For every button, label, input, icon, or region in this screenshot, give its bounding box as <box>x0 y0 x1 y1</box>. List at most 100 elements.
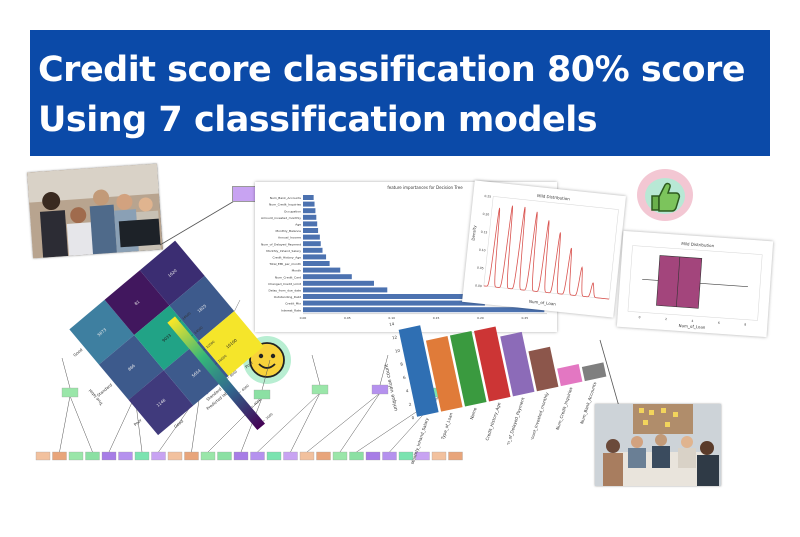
bar-ytick: 0 <box>411 415 415 421</box>
fi-label: Total_EMI_per_month <box>268 262 301 266</box>
fi-label: Occupation <box>284 209 301 213</box>
cm-cell-value: 5673 <box>96 327 107 338</box>
bar-category-label: Monthly_Inhand_Salary <box>410 417 430 465</box>
colorbar-tick-mark <box>251 405 253 408</box>
bar-rect <box>500 331 535 397</box>
kde-title: Mild Distribution <box>537 193 571 201</box>
cm-cell-value: 1825 <box>196 303 207 314</box>
kde-ytick: 0.10 <box>479 248 486 253</box>
fi-label: Age <box>295 223 301 227</box>
kde-ylabel: Density <box>471 225 478 241</box>
fi-tick: 0.05 <box>344 316 351 320</box>
tree-edge <box>108 395 136 453</box>
bar-ytick: 4 <box>405 388 409 394</box>
fi-label: Num_Credit_Inquiries <box>269 203 301 207</box>
fi-bar <box>303 307 545 313</box>
cm-cell-value: 5654 <box>191 368 202 379</box>
colorbar-tick-mark <box>179 320 182 322</box>
cm-col-label: Good <box>173 418 185 429</box>
tree-leaf <box>283 451 298 461</box>
fi-label: Num_Credit_Card <box>275 275 301 279</box>
cm-row-label: Poor <box>133 417 143 427</box>
cm-cell <box>98 335 164 400</box>
cm-cell-value: 866 <box>127 363 136 372</box>
tree-node <box>311 384 329 395</box>
team-photo <box>27 163 163 259</box>
tree-edge <box>257 392 321 453</box>
fi-bar <box>303 254 327 260</box>
feature-importance-svg: feature importances for Decision Tree Nu… <box>261 185 547 320</box>
colorbar-tick: 16000 <box>181 311 191 321</box>
box-xtick: 2 <box>665 317 667 321</box>
tree-node <box>253 389 271 400</box>
title-banner: Credit score classification 80% score Us… <box>30 30 770 156</box>
tree-node <box>371 384 389 395</box>
fi-bar <box>303 261 330 266</box>
tree-leaf <box>101 451 117 461</box>
box-xtick: 6 <box>718 321 720 325</box>
fi-bar <box>303 294 465 299</box>
tree-edge <box>311 354 321 386</box>
tree-leaf <box>151 451 166 461</box>
cm-cell-value: 9033 <box>161 332 172 343</box>
bar-ytick: 10 <box>394 348 400 354</box>
tree-leaf <box>68 451 84 461</box>
meeting-photo-illustration <box>595 404 721 486</box>
colorbar-tick-mark <box>203 348 206 351</box>
tree-leaf <box>299 451 315 461</box>
cm-cell <box>163 340 229 406</box>
cm-cell <box>139 240 205 306</box>
fi-tick: 0.10 <box>388 316 395 320</box>
fi-tick: 0.20 <box>477 316 484 320</box>
colorbar-tick: 6000 <box>241 384 250 392</box>
fi-bar <box>303 228 319 233</box>
meeting-photo <box>595 404 721 486</box>
bar-category-label: Num_Credit_Inquiries <box>555 387 574 431</box>
bar-rect <box>425 336 463 412</box>
bar-rect <box>449 330 487 407</box>
bar-category-label: Type_of_Loan <box>440 412 454 441</box>
tree-leaf <box>332 451 348 461</box>
box-median <box>676 256 681 307</box>
box-frame <box>627 245 763 321</box>
cm-cell <box>104 270 170 336</box>
bar-rect <box>581 362 607 382</box>
fi-bar <box>303 195 314 200</box>
tree-leaf <box>431 451 447 461</box>
cm-cell-value: 1146 <box>155 397 166 408</box>
tree-edge <box>207 397 263 453</box>
colorbar-tick: 2000 <box>265 412 274 420</box>
tree-edge <box>306 392 381 453</box>
kde-chart: Mild Distribution Num_of_Loan Density 0.… <box>462 180 626 318</box>
cm-col-label: Poor <box>244 360 254 370</box>
bar-ytick: 6 <box>403 375 407 381</box>
banner-title-line-2: Using 7 classification models <box>38 100 598 140</box>
fi-bar <box>303 300 485 306</box>
fi-bar <box>303 241 321 247</box>
tree-edge <box>191 392 201 453</box>
tree-leaf <box>35 451 51 461</box>
tree-leaf <box>52 451 67 461</box>
tree-leaf <box>266 451 282 461</box>
tree-leaf <box>217 451 232 461</box>
fi-label: Delay_from_due_date <box>268 289 301 293</box>
team-photo-illustration <box>27 163 163 259</box>
colorbar-tick-mark <box>227 377 229 379</box>
bar-rect <box>474 326 511 402</box>
fi-label: Credit_History_Age <box>273 256 302 260</box>
decision-tree <box>35 354 463 461</box>
tree-edge <box>379 354 389 386</box>
colorbar-tick: 14000 <box>193 325 203 335</box>
fi-label: Interest_Rate <box>281 308 301 312</box>
box-xtick: 4 <box>691 319 693 323</box>
unique-count-bar-svg: unique value count 14121086420Monthly_In… <box>384 321 607 465</box>
colorbar-tick: 4000 <box>253 398 262 406</box>
tree-leaf <box>250 451 265 461</box>
tree-edge <box>261 359 271 391</box>
box-xtick: 8 <box>744 323 746 327</box>
fi-label: Outstanding_Debt <box>274 295 302 299</box>
bar-ytick: 12 <box>392 334 398 340</box>
kde-ytick: 0.20 <box>482 212 489 217</box>
tree-leaf <box>365 451 381 461</box>
box-chart: Mild Distribution Num_of_Loan 0 2 4 6 8 <box>616 230 774 338</box>
